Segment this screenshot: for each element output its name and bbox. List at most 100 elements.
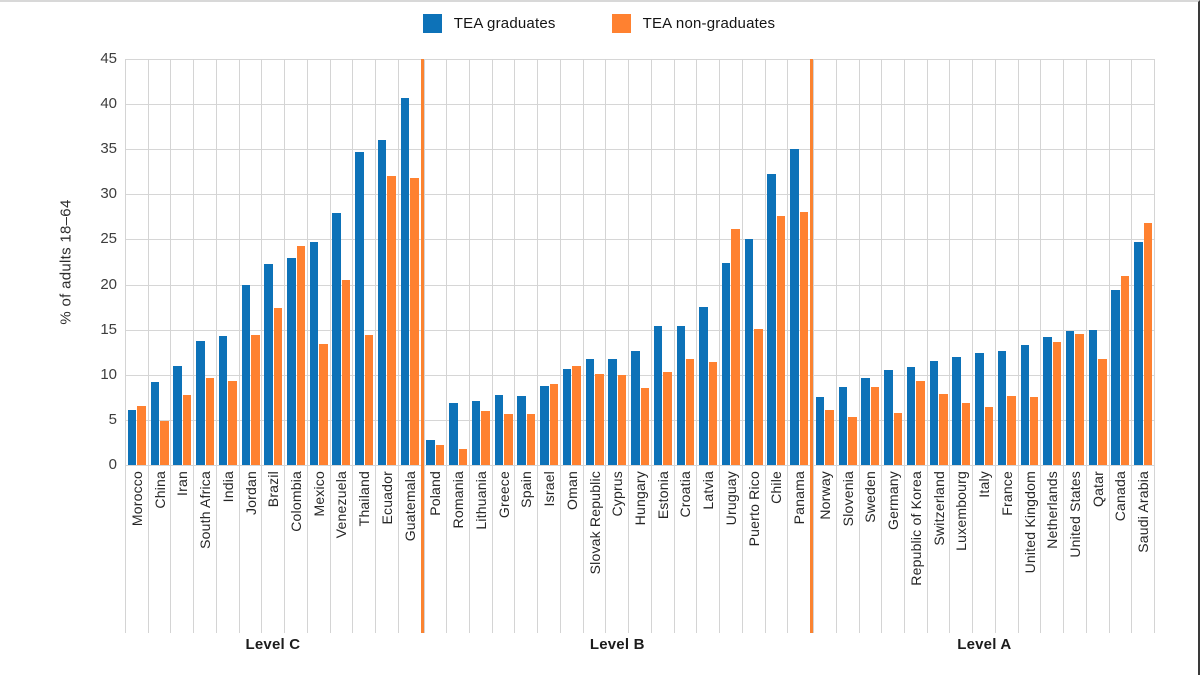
chart-legend: TEA graduates TEA non-graduates (0, 10, 1198, 36)
gridline (125, 374, 1155, 376)
country-slot: Morocco (125, 59, 148, 633)
group-label-level-c: Level C (245, 636, 301, 653)
bar-pair (126, 59, 148, 465)
legend-label: TEA graduates (453, 14, 556, 32)
country-slot: Colombia (284, 59, 307, 633)
bar-pair (515, 59, 537, 465)
bar-graduates (676, 326, 685, 465)
bar-non-graduates (387, 176, 396, 465)
country-slot: Spain (514, 59, 537, 633)
x-axis-country-label: Poland (427, 471, 444, 516)
y-tick-label-0: 0 (108, 456, 117, 473)
bar-graduates (929, 361, 939, 465)
y-tick-label-10: 10 (100, 365, 117, 383)
country-slot: Jordan (238, 59, 262, 633)
bar-non-graduates (1143, 223, 1153, 465)
country-slot: Germany (881, 59, 904, 633)
x-label-area: Greece (493, 465, 515, 633)
x-label-area: Poland (425, 465, 447, 633)
bar-graduates (517, 395, 526, 465)
bar-graduates (884, 370, 893, 465)
x-axis-country-label: Switzerland (930, 471, 947, 546)
bar-non-graduates (848, 417, 857, 465)
group-label-level-a: Level A (957, 636, 1012, 653)
bar-non-graduates (776, 216, 786, 465)
bar-graduates (1065, 331, 1075, 465)
bar-graduates (815, 397, 825, 465)
bar-pair (399, 59, 421, 465)
plot-area: Morocco China Iran South Africa India Jordan B… (125, 59, 1156, 633)
bar-pair (1110, 59, 1132, 465)
bar-pair (928, 59, 950, 465)
y-tick-label-15: 15 (100, 320, 117, 338)
bar-pair (743, 59, 765, 465)
bar-non-graduates (296, 245, 305, 465)
bar-graduates (861, 378, 870, 465)
bar-non-graduates (504, 414, 513, 465)
country-slot: Panama (787, 59, 810, 633)
country-slot: Venezuela (329, 59, 353, 633)
bar-pair (262, 59, 284, 465)
gridline (125, 149, 1155, 151)
y-tick-label-25: 25 (100, 230, 117, 248)
x-label-area: Lithuania (470, 465, 492, 633)
bar-pair (217, 59, 239, 465)
x-axis-country-label: Iran (174, 471, 191, 496)
x-label-area: Latvia (697, 465, 719, 633)
country-slot: Norway (813, 59, 836, 633)
bar-non-graduates (939, 393, 948, 465)
bar-non-graduates (1120, 275, 1130, 465)
group-labels-row: Level C Level B Level A (125, 636, 1155, 658)
bar-pair (697, 59, 719, 465)
x-label-area: China (149, 465, 171, 633)
x-label-area: Colombia (285, 465, 307, 633)
x-label-area: Sweden (860, 465, 882, 633)
x-axis-country-label: Uruguay (722, 471, 739, 526)
bar-pair (376, 59, 398, 465)
x-label-area: Slovenia (837, 465, 859, 633)
legend-swatch-icon (611, 13, 631, 33)
bar-graduates (767, 173, 776, 465)
country-slot: Greece (491, 59, 515, 633)
bar-pair (1041, 59, 1063, 465)
bar-graduates (196, 341, 205, 465)
legend-item-tea-graduates: TEA graduates (422, 13, 556, 33)
bar-non-graduates (1075, 334, 1084, 465)
y-tick-label-45: 45 (100, 50, 117, 67)
bar-non-graduates (458, 448, 468, 465)
country-slot: Chile (764, 59, 788, 633)
bar-pair (561, 59, 583, 465)
bar-pair (1064, 59, 1086, 465)
country-slot: China (147, 59, 171, 633)
x-axis-country-label: United Kingdom (1021, 471, 1038, 574)
bar-graduates (150, 382, 160, 465)
bar-graduates (127, 409, 137, 465)
bar-pair (425, 59, 447, 465)
bar-pair (788, 59, 810, 465)
bar-graduates (906, 366, 916, 465)
x-axis-country-label: Romania (450, 471, 467, 529)
x-label-area: Venezuela (331, 465, 353, 633)
bar-non-graduates (251, 335, 260, 465)
bar-graduates (241, 285, 251, 465)
bar-non-graduates (273, 308, 283, 465)
x-label-area: Slovak Republic (584, 465, 606, 633)
bar-pair (1132, 59, 1154, 465)
bar-graduates (218, 335, 228, 465)
bar-pair (470, 59, 492, 465)
bar-pair (837, 59, 859, 465)
x-label-area: Italy (973, 465, 995, 633)
country-slot: Iran (170, 59, 193, 633)
bar-non-graduates (617, 374, 627, 465)
x-label-area: Mexico (308, 465, 330, 633)
x-axis-country-label: Spain (518, 471, 535, 508)
x-axis-country-label: Greece (495, 471, 512, 519)
bar-non-graduates (663, 372, 672, 465)
x-label-area: Canada (1110, 465, 1132, 633)
x-label-area: Panama (788, 465, 810, 633)
bar-pair (240, 59, 262, 465)
country-slot: Croatia (673, 59, 697, 633)
x-label-area: Israel (538, 465, 560, 633)
bar-non-graduates (435, 445, 445, 465)
bar-non-graduates (961, 402, 971, 465)
